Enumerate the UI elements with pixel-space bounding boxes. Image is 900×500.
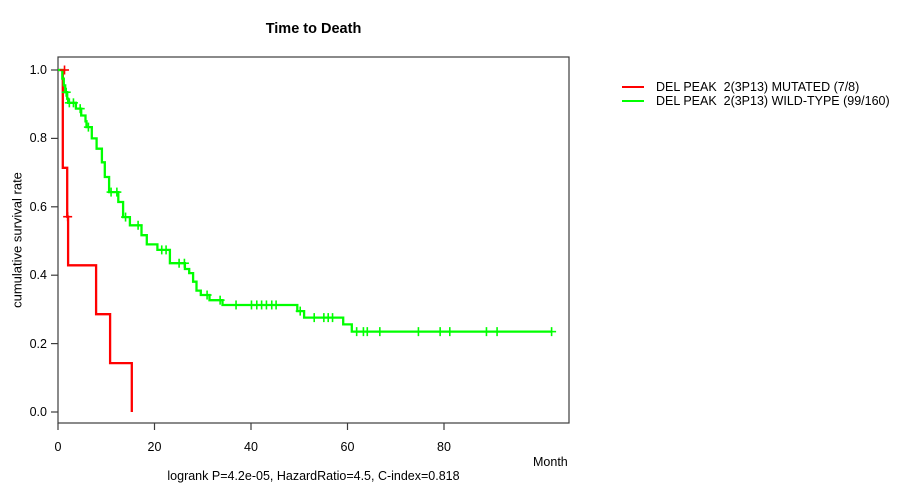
y-tick-label-0.6: 0.6 (29, 199, 47, 214)
y-tick-label-1.0: 1.0 (29, 63, 47, 77)
x-tick-label-40: 40 (244, 440, 258, 454)
y-tick-label-0.0: 0.0 (29, 405, 47, 419)
legend-entry-wildtype: DEL PEAK 2(3P13) WILD-TYPE (99/160) (622, 94, 890, 108)
x-tick-label-60: 60 (340, 440, 355, 454)
plot-frame (57, 56, 570, 424)
legend: DEL PEAK 2(3P13) MUTATED (7/8) DEL PEAK … (622, 80, 890, 108)
survival-curves (58, 68, 552, 412)
censor-marks (60, 65, 557, 337)
legend-line-swatch-green (622, 100, 644, 102)
x-tick-label-20: 20 (147, 440, 162, 454)
chart-title: Time to Death (265, 21, 362, 37)
axis-ticks (51, 69, 445, 430)
x-tick-label-0: 0 (54, 440, 62, 454)
legend-line-swatch-red (622, 86, 644, 88)
survival-curve-mutated (58, 68, 133, 412)
survival-curve-wild-type (58, 68, 552, 333)
x-tick-label-80: 80 (437, 440, 451, 454)
legend-entry-mutated: DEL PEAK 2(3P13) MUTATED (7/8) (622, 80, 890, 94)
legend-label-wildtype: DEL PEAK 2(3P13) WILD-TYPE (99/160) (656, 94, 890, 108)
legend-label-mutated: DEL PEAK 2(3P13) MUTATED (7/8) (656, 80, 860, 94)
x-axis-title: Month (533, 455, 568, 469)
y-tick-label-0.8: 0.8 (29, 131, 47, 146)
statistics-footnote: logrank P=4.2e-05, HazardRatio=4.5, C-in… (167, 469, 460, 483)
y-tick-label-0.2: 0.2 (29, 336, 47, 351)
y-tick-label-0.4: 0.4 (29, 268, 47, 283)
